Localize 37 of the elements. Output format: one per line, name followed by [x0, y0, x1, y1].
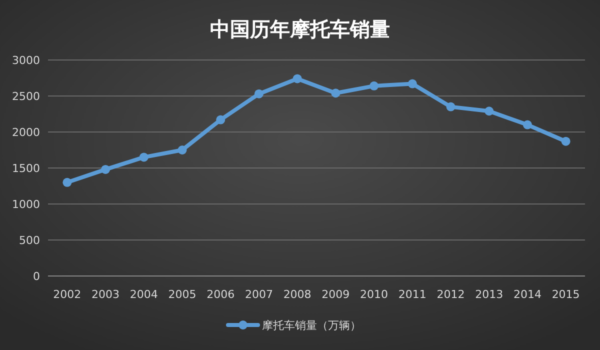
x-tick-label: 2014 [513, 288, 542, 301]
point [62, 178, 72, 187]
x-tick-label: 2015 [552, 288, 580, 301]
x-tick-label: 2009 [322, 288, 350, 301]
legend-label: 摩托车销量（万辆） [262, 319, 361, 332]
x-tick-label: 2003 [92, 288, 120, 301]
y-tick-label: 3000 [12, 54, 40, 67]
y-tick-label: 2000 [12, 126, 40, 139]
y-tick-label: 1000 [12, 198, 40, 211]
point [292, 74, 302, 84]
point [370, 81, 379, 90]
point [331, 88, 340, 98]
point [139, 152, 148, 162]
x-tick-label: 2010 [360, 288, 388, 301]
y-tick-label: 1500 [12, 162, 40, 175]
point [561, 136, 570, 146]
x-tick-label: 2002 [53, 288, 82, 301]
point [216, 115, 226, 124]
point [178, 146, 187, 154]
x-tick-label: 2011 [398, 288, 426, 301]
x-tick-label: 2008 [283, 288, 312, 301]
point [408, 79, 417, 88]
x-tick-label: 2005 [168, 288, 196, 301]
x-tick-label: 2012 [436, 288, 465, 301]
point [484, 106, 494, 116]
x-tick-label: 2004 [130, 288, 158, 301]
x-tick-label: 2013 [475, 288, 504, 301]
x-tick-label: 2007 [244, 288, 273, 301]
y-tick-label: 500 [19, 234, 40, 247]
point [101, 164, 110, 174]
x-tick-label: 2006 [206, 288, 235, 301]
point [522, 120, 532, 130]
point [254, 89, 264, 98]
y-tick-label: 2500 [12, 90, 40, 103]
chart-title: 中国历年摩托车销量 [210, 17, 390, 41]
point [446, 102, 456, 112]
y-tick-label: 0 [33, 270, 40, 283]
